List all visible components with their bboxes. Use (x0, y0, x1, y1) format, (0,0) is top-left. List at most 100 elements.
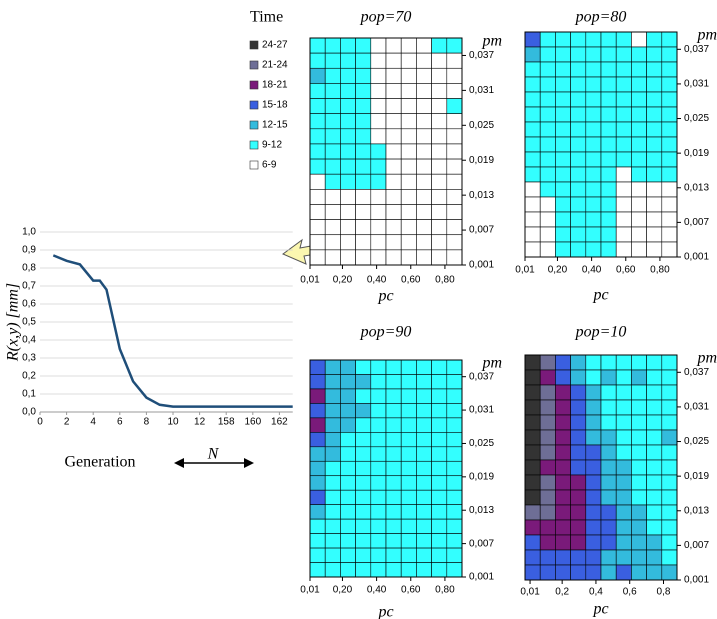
heat-cell (615, 564, 632, 581)
heat-cell (539, 369, 556, 386)
arrow-head (244, 458, 254, 468)
x-tick-label: 8 (144, 417, 150, 428)
heat-cell (446, 189, 463, 205)
heat-cell (324, 359, 341, 375)
heat-cell (570, 241, 587, 258)
heat-cell (661, 31, 678, 48)
heat-cell (570, 196, 587, 213)
heat-cell (324, 504, 341, 520)
heat-cell (585, 519, 602, 536)
heat-cell (309, 52, 326, 69)
heat-cell (646, 61, 663, 78)
heat-cell (309, 143, 326, 160)
heat-cell (309, 489, 326, 505)
heat-cell (324, 37, 341, 54)
heat-cell (370, 173, 387, 190)
heat-cell (661, 414, 678, 431)
heat-cell (615, 369, 632, 386)
heat-cell (340, 158, 356, 175)
heat-cell (661, 444, 678, 461)
x-tick-label: 0,40 (582, 265, 602, 276)
heat-cell (324, 249, 341, 266)
heat-cell (600, 91, 617, 108)
heat-cell (370, 403, 387, 419)
x-tick-label: 0,2 (555, 587, 569, 598)
heat-cell (324, 204, 341, 220)
heat-cell (585, 399, 602, 416)
heat-cell (446, 219, 463, 236)
heat-cell (324, 113, 341, 130)
x-tick-label: 6 (117, 417, 123, 428)
heat-cell (431, 128, 448, 145)
heat-cell (631, 181, 647, 198)
heat-cell (646, 106, 663, 123)
heat-cell (355, 547, 372, 563)
heat-cell (416, 388, 432, 404)
heat-cell (431, 204, 448, 220)
heat-cell (385, 547, 402, 563)
heat-cell (400, 359, 417, 375)
heat-cell (524, 151, 541, 168)
y-tick-label: 0,013 (684, 182, 709, 193)
heat-cell (370, 249, 387, 266)
heat-cell (615, 196, 632, 213)
heat-cell (646, 429, 663, 446)
heat-cell (524, 519, 541, 536)
heat-cell (570, 474, 587, 491)
y-tick-label: 0,001 (684, 252, 709, 263)
heat-cell (585, 121, 602, 138)
heat-cell (615, 354, 632, 371)
heat-cell (524, 226, 541, 243)
heat-cell (570, 91, 587, 108)
heat-cell (416, 158, 432, 175)
heat-cell (400, 533, 417, 549)
heat-cell (400, 189, 417, 205)
heat-cell (524, 444, 541, 461)
heat-cell (539, 459, 556, 476)
heat-cell (370, 52, 387, 69)
heat-cell (661, 399, 678, 416)
heat-cell (631, 519, 647, 536)
heat-cell (446, 504, 463, 520)
heat-cell (309, 113, 326, 130)
y-tick-label: 0,2 (22, 371, 36, 382)
heat-cell (539, 136, 556, 153)
heat-cell (615, 489, 632, 506)
heat-cell (570, 181, 587, 198)
heat-cell (309, 533, 326, 549)
heat-cell (340, 67, 356, 84)
heat-cell (600, 166, 617, 183)
heat-cell (585, 534, 602, 551)
y-axis-title: pm (696, 350, 717, 367)
heat-cell (600, 354, 617, 371)
heat-cell (585, 564, 602, 581)
heat-cell (385, 67, 402, 84)
heat-cell (431, 189, 448, 205)
heat-cell (355, 37, 372, 54)
heat-cell (416, 83, 432, 99)
heat-cell (661, 136, 678, 153)
y-tick-label: 0,031 (469, 85, 494, 96)
heat-cell (431, 234, 448, 251)
annotation: N (207, 446, 220, 463)
heat-cell (340, 189, 356, 205)
heat-cell (585, 46, 602, 63)
heat-cell (646, 226, 663, 243)
y-tick-label: 0,001 (684, 575, 709, 586)
heat-cell (416, 52, 432, 69)
heat-cell (446, 475, 463, 491)
heat-cell (555, 489, 571, 506)
heat-cell (615, 136, 632, 153)
heat-cell (400, 504, 417, 520)
heat-cell (309, 67, 326, 84)
heat-cell (570, 151, 587, 168)
heat-cell (370, 518, 387, 534)
heat-cell (661, 564, 678, 581)
heat-cell (600, 369, 617, 386)
heat-cell (524, 354, 541, 371)
heat-cell (340, 173, 356, 190)
heat-cell (615, 61, 632, 78)
heat-cell (385, 219, 402, 236)
y-tick-label: 0,1 (22, 389, 36, 400)
heat-cell (385, 446, 402, 462)
